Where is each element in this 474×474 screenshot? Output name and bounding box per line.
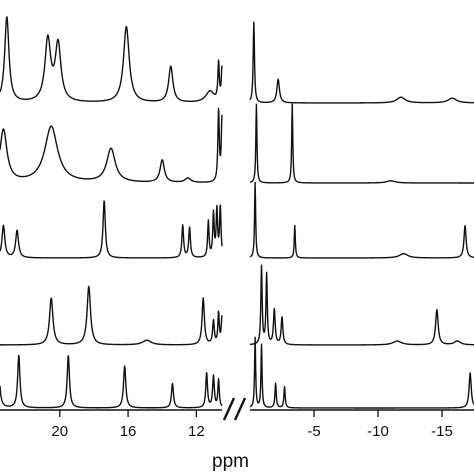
x-tick-label-left: 16 [120,423,137,440]
axis-break-mark [222,397,236,421]
spectrum-trace-1-right [249,21,474,104]
axis-break-mark [233,397,247,421]
spectrum-trace-2-right [249,103,474,184]
spectrum-trace-5-right [249,336,474,409]
x-axis-label: ppm [212,451,249,472]
spectrum-trace-5-left [0,354,223,409]
spectrum-trace-2-left [0,107,223,183]
x-axis-ticks: 20 16 12 -5 -10 -15 [51,410,453,440]
spectrum-trace-4-right [249,264,474,346]
x-tick-label-right: -15 [431,423,453,440]
spectrum-trace-3-left [0,200,223,259]
x-tick-label-left: 12 [188,423,205,440]
x-tick-label-right: -5 [307,423,320,440]
spectrum-trace-1-left [0,16,223,103]
x-tick-label-right: -10 [367,423,389,440]
x-tick-label-left: 20 [51,423,68,440]
spectrum-trace-4-left [0,285,223,346]
spectrum-trace-3-right [249,181,474,259]
spectrum-traces [0,16,474,409]
